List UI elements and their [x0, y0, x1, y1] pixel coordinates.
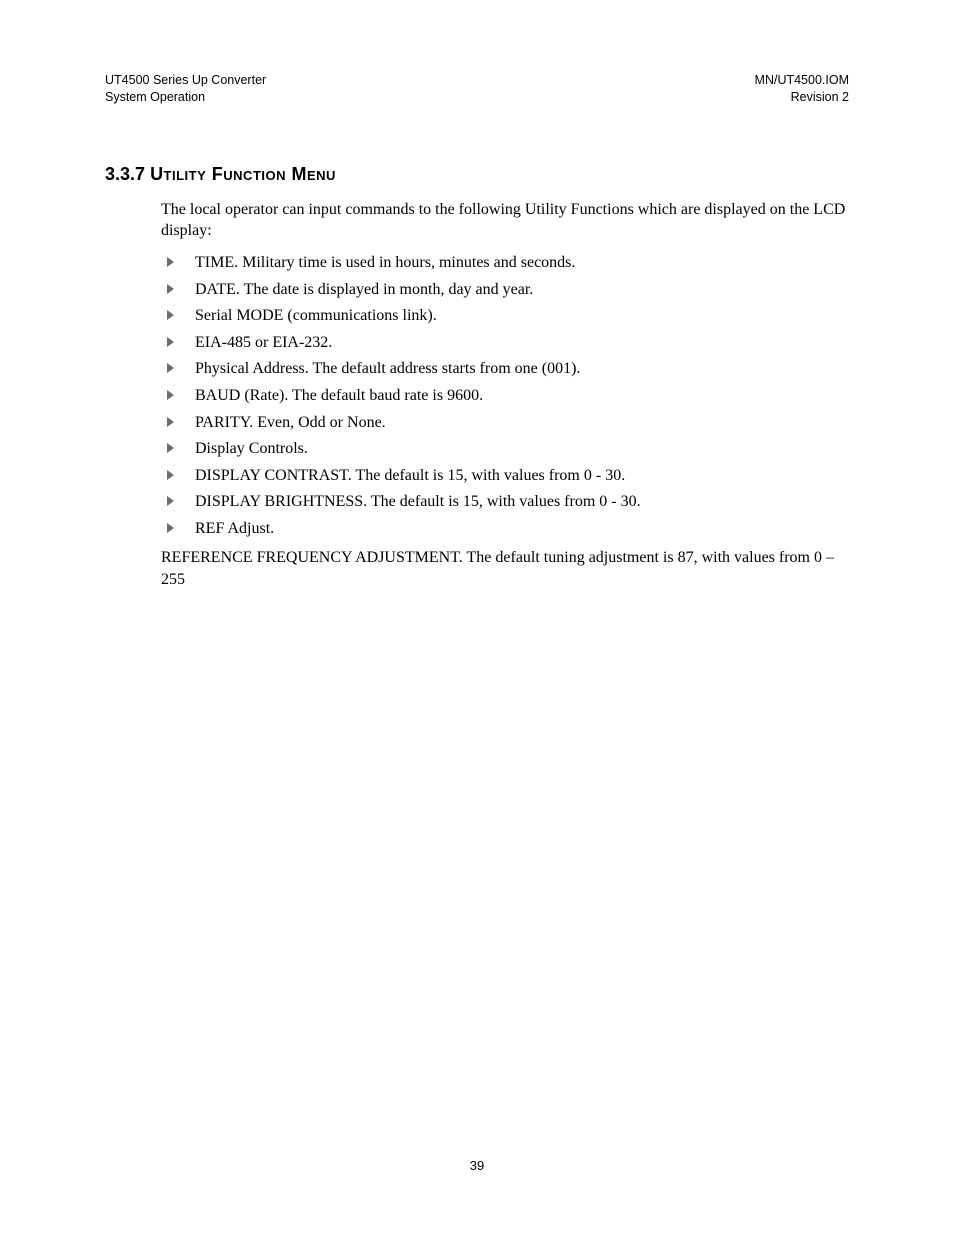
bullet-arrow-icon	[167, 523, 174, 533]
header-doc-id: MN/UT4500.IOM	[755, 72, 849, 89]
list-item-text: DATE. The date is displayed in month, da…	[195, 281, 533, 298]
bullet-arrow-icon	[167, 310, 174, 320]
list-item: PARITY. Even, Odd or None.	[161, 412, 849, 434]
body-block: The local operator can input commands to…	[161, 199, 849, 591]
bullet-arrow-icon	[167, 257, 174, 267]
section-number: 3.3.7	[105, 164, 145, 184]
page-number: 39	[0, 1158, 954, 1173]
header-left: UT4500 Series Up Converter System Operat…	[105, 72, 266, 106]
header-right: MN/UT4500.IOM Revision 2	[755, 72, 849, 106]
bullet-arrow-icon	[167, 363, 174, 373]
list-item-text: REF Adjust.	[195, 520, 274, 537]
bullet-arrow-icon	[167, 470, 174, 480]
bullet-arrow-icon	[167, 390, 174, 400]
list-item: Physical Address. The default address st…	[161, 358, 849, 380]
bullet-arrow-icon	[167, 443, 174, 453]
list-item-text: Physical Address. The default address st…	[195, 360, 580, 377]
bullet-arrow-icon	[167, 284, 174, 294]
list-item-text: PARITY. Even, Odd or None.	[195, 414, 386, 431]
list-item: DISPLAY CONTRAST. The default is 15, wit…	[161, 465, 849, 487]
list-item-text: DISPLAY BRIGHTNESS. The default is 15, w…	[195, 493, 641, 510]
closing-paragraph: REFERENCE FREQUENCY ADJUSTMENT. The defa…	[161, 547, 849, 590]
bullet-arrow-icon	[167, 337, 174, 347]
list-item: DATE. The date is displayed in month, da…	[161, 279, 849, 301]
list-item-text: DISPLAY CONTRAST. The default is 15, wit…	[195, 467, 625, 484]
header-product-line: UT4500 Series Up Converter	[105, 72, 266, 89]
intro-paragraph: The local operator can input commands to…	[161, 199, 849, 242]
list-item-text: Serial MODE (communications link).	[195, 307, 437, 324]
section-title: Utility Function Menu	[150, 164, 336, 184]
bullet-list: TIME. Military time is used in hours, mi…	[161, 252, 849, 540]
list-item-text: EIA-485 or EIA-232.	[195, 334, 332, 351]
bullet-arrow-icon	[167, 417, 174, 427]
list-item: REF Adjust.	[161, 518, 849, 540]
section-heading: 3.3.7 Utility Function Menu	[105, 164, 849, 185]
bullet-arrow-icon	[167, 496, 174, 506]
page-header: UT4500 Series Up Converter System Operat…	[105, 72, 849, 106]
list-item: BAUD (Rate). The default baud rate is 96…	[161, 385, 849, 407]
list-item: Display Controls.	[161, 438, 849, 460]
list-item: Serial MODE (communications link).	[161, 305, 849, 327]
list-item-text: TIME. Military time is used in hours, mi…	[195, 254, 575, 271]
list-item: DISPLAY BRIGHTNESS. The default is 15, w…	[161, 491, 849, 513]
list-item-text: BAUD (Rate). The default baud rate is 96…	[195, 387, 483, 404]
list-item: EIA-485 or EIA-232.	[161, 332, 849, 354]
list-item-text: Display Controls.	[195, 440, 308, 457]
list-item: TIME. Military time is used in hours, mi…	[161, 252, 849, 274]
header-revision: Revision 2	[755, 89, 849, 106]
header-section-line: System Operation	[105, 89, 266, 106]
